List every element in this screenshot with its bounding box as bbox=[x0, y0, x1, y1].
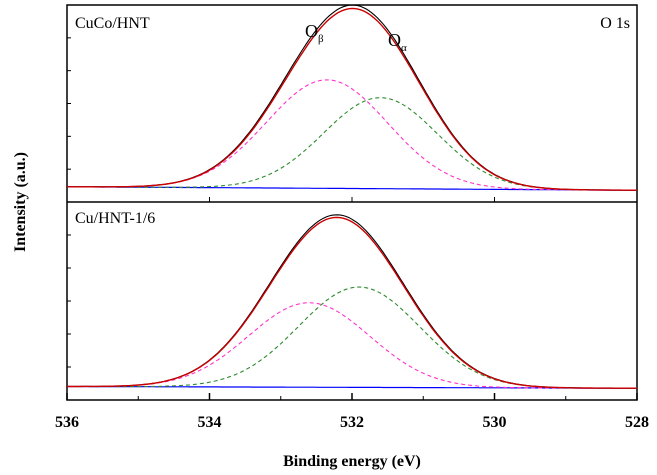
x-tick-label: 528 bbox=[625, 414, 649, 431]
peak-label-o-alpha: Oα bbox=[388, 30, 407, 54]
raw-data-line bbox=[66, 214, 637, 389]
x-tick-label: 534 bbox=[198, 414, 222, 431]
y-axis-title: Intensity (a.u.) bbox=[12, 152, 29, 252]
fitted-envelope-line bbox=[67, 216, 637, 389]
fitted-envelope-line bbox=[66, 7, 637, 191]
peak-label-o-beta: Oβ bbox=[305, 21, 324, 45]
x-tick-label: 532 bbox=[340, 414, 364, 431]
panel-label-top: CuCo/HNT bbox=[75, 15, 150, 32]
series-layer bbox=[66, 4, 638, 389]
x-axis-ticks: 536 534 532 530 528 bbox=[55, 37, 649, 431]
o-alpha-component bbox=[66, 97, 637, 191]
raw-data-line bbox=[66, 4, 637, 191]
x-tick-label: 536 bbox=[55, 414, 79, 431]
o-beta-component bbox=[67, 302, 637, 389]
x-tick-label: 530 bbox=[483, 414, 507, 431]
o-beta-component bbox=[66, 79, 637, 191]
panel-label-bottom: Cu/HNT-1/6 bbox=[75, 210, 155, 227]
x-axis-title: Binding energy (eV) bbox=[283, 453, 421, 470]
region-label: O 1s bbox=[600, 15, 630, 32]
o-alpha-component bbox=[67, 286, 637, 389]
